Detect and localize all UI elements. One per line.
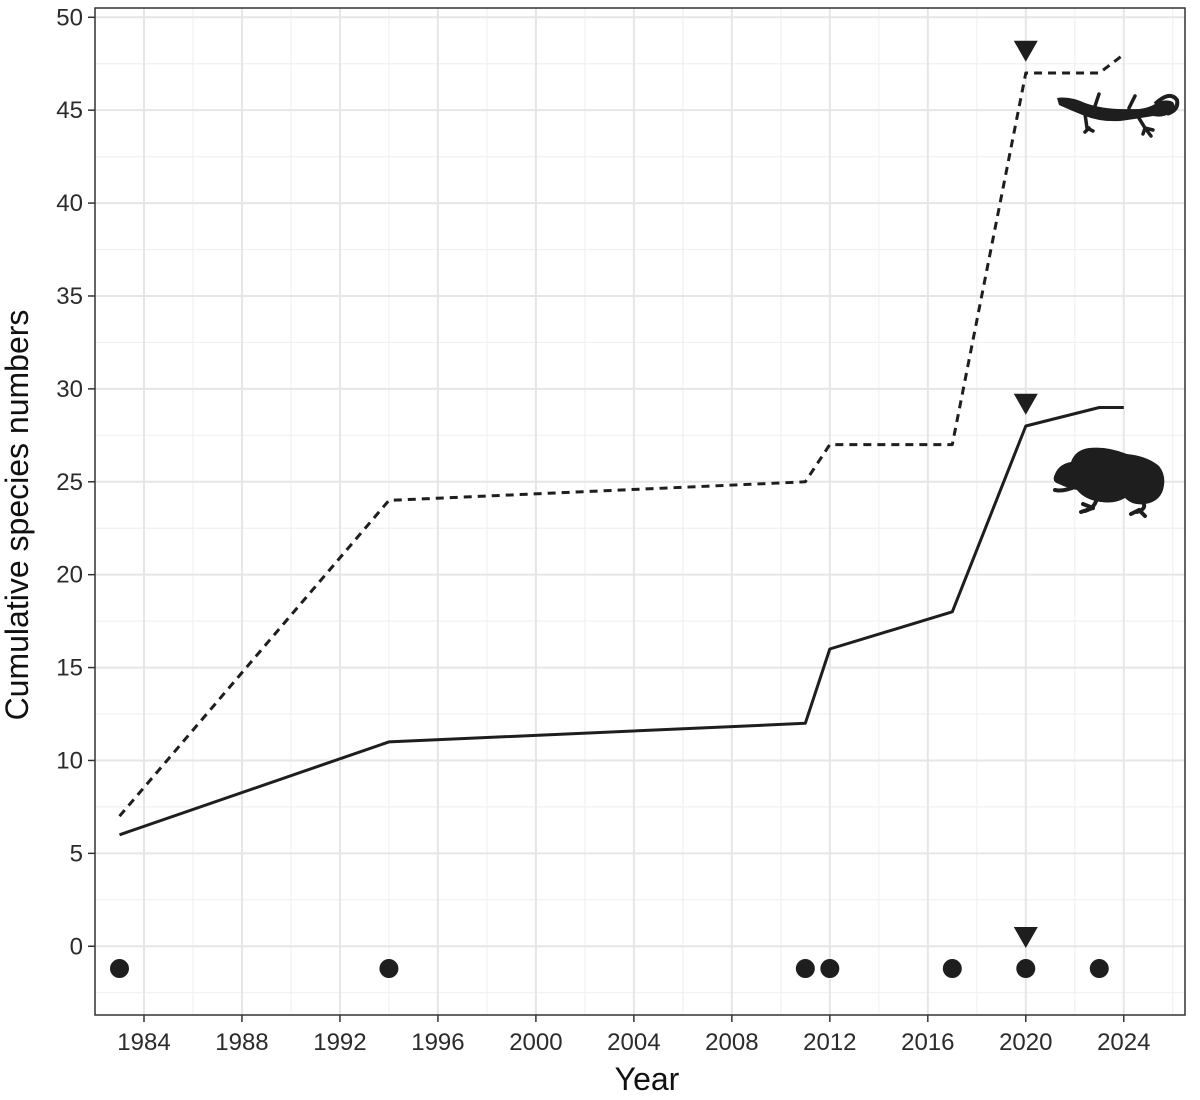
triangle-marker bbox=[1013, 926, 1038, 948]
x-tick-label: 1992 bbox=[313, 1029, 366, 1056]
x-tick-label: 2000 bbox=[509, 1029, 562, 1056]
x-tick-label: 1984 bbox=[117, 1029, 170, 1056]
solid-series-line bbox=[119, 406, 1124, 837]
y-tick-label: 40 bbox=[56, 190, 83, 217]
y-tick-label: 45 bbox=[56, 97, 83, 124]
event-points bbox=[109, 959, 1109, 979]
y-tick-label: 30 bbox=[56, 376, 83, 403]
x-tick-label: 2016 bbox=[901, 1029, 954, 1056]
y-tick-label: 5 bbox=[70, 840, 83, 867]
event-point bbox=[1089, 959, 1109, 979]
x-tick-label: 2004 bbox=[607, 1029, 660, 1056]
y-tick-label: 0 bbox=[70, 933, 83, 960]
plot-border bbox=[94, 7, 1186, 1016]
y-tick-label: 50 bbox=[56, 4, 83, 31]
x-tick-label: 2008 bbox=[705, 1029, 758, 1056]
event-point bbox=[379, 959, 399, 979]
event-point bbox=[820, 959, 840, 979]
x-axis-title: Year bbox=[615, 1061, 680, 1097]
y-tick-label: 10 bbox=[56, 747, 83, 774]
frog-silhouette-icon bbox=[1053, 447, 1165, 518]
x-tick-label: 1988 bbox=[215, 1029, 268, 1056]
x-tick-label: 2020 bbox=[999, 1029, 1052, 1056]
x-tick-label: 1996 bbox=[411, 1029, 464, 1056]
y-tick-label: 20 bbox=[56, 562, 83, 589]
x-tick-label: 2012 bbox=[803, 1029, 856, 1056]
axis-ticks: 1984 1988 1992 1996 2000 2004 2008 2012 2016 2020… bbox=[56, 4, 1150, 1056]
y-tick-label: 25 bbox=[56, 469, 83, 496]
series-lines bbox=[118, 53, 1125, 837]
triangle-markers bbox=[1013, 40, 1038, 948]
y-axis-title: Cumulative species numbers bbox=[0, 310, 35, 721]
event-point bbox=[942, 959, 962, 979]
event-point bbox=[109, 959, 129, 979]
triangle-marker bbox=[1013, 393, 1038, 415]
grid bbox=[94, 8, 1185, 1015]
y-tick-label: 15 bbox=[56, 655, 83, 682]
triangle-marker bbox=[1013, 40, 1038, 62]
x-tick-label: 2024 bbox=[1097, 1029, 1150, 1056]
event-point bbox=[795, 959, 815, 979]
lizard-silhouette-icon bbox=[1057, 92, 1180, 138]
event-point bbox=[1016, 959, 1036, 979]
y-tick-label: 35 bbox=[56, 283, 83, 310]
